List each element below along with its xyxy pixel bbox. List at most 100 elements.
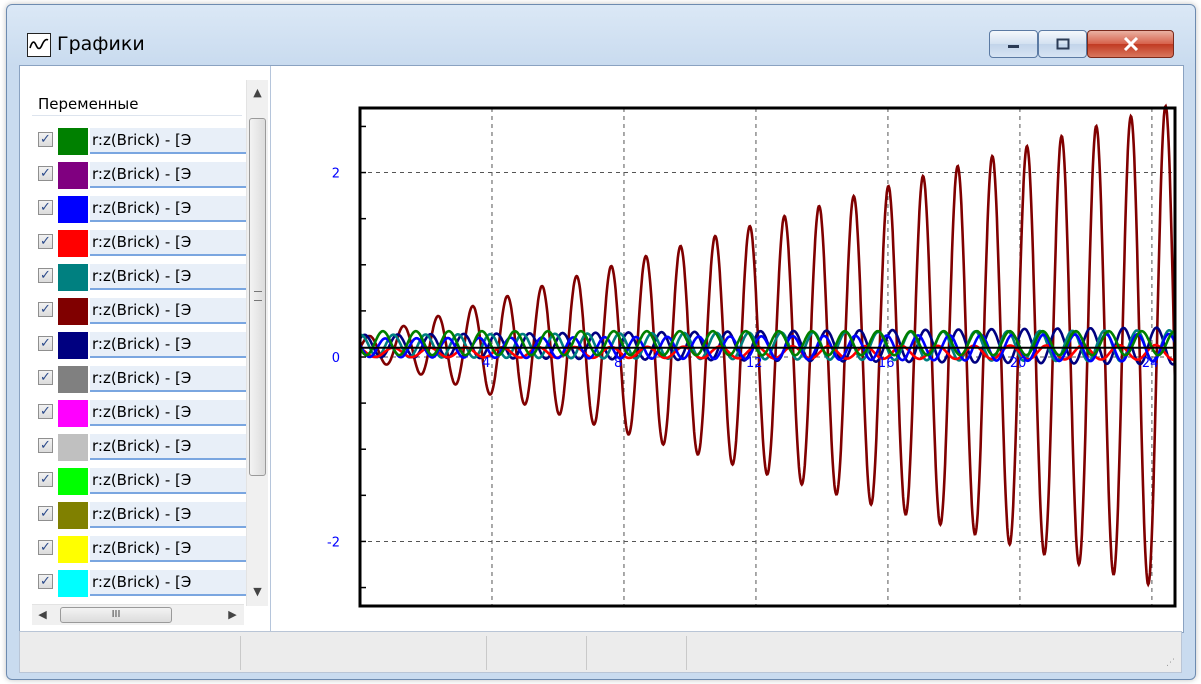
color-swatch xyxy=(58,128,88,155)
variable-checkbox[interactable]: ✓ xyxy=(38,166,53,181)
variable-label[interactable]: r:z(Brick) - [Э xyxy=(90,468,246,494)
variable-label[interactable]: r:z(Brick) - [Э xyxy=(90,434,246,460)
variable-checkbox[interactable]: ✓ xyxy=(38,506,53,521)
color-swatch xyxy=(58,230,88,257)
variable-checkbox[interactable]: ✓ xyxy=(38,370,53,385)
variable-list-item[interactable]: ✓ r:z(Brick) - [Э xyxy=(32,260,246,294)
variable-checkbox[interactable]: ✓ xyxy=(38,132,53,147)
variable-list-item[interactable]: ✓ r:z(Brick) - [Э xyxy=(32,124,246,158)
variable-checkbox[interactable]: ✓ xyxy=(38,404,53,419)
series-line xyxy=(358,332,1177,363)
variable-list-item[interactable]: ✓ r:z(Brick) - [Э xyxy=(32,226,246,260)
variable-list-item[interactable]: ✓ r:z(Brick) - [Э xyxy=(32,362,246,396)
y-tick-label: 0 xyxy=(332,351,340,366)
horizontal-scroll-thumb[interactable]: III xyxy=(60,607,172,623)
variable-label[interactable]: r:z(Brick) - [Э xyxy=(90,196,246,222)
variable-label[interactable]: r:z(Brick) - [Э xyxy=(90,570,246,596)
horizontal-scrollbar[interactable]: ◀ III ▶ xyxy=(32,604,244,625)
close-icon xyxy=(1123,37,1138,51)
variable-label[interactable]: r:z(Brick) - [Э xyxy=(90,162,246,188)
x-tick-label: 24 xyxy=(1142,356,1159,371)
variable-list-item[interactable]: ✓ r:z(Brick) - [Э xyxy=(32,294,246,328)
variable-checkbox[interactable]: ✓ xyxy=(38,438,53,453)
variables-list: ✓ r:z(Brick) - [Э ✓ r:z(Brick) - [Э ✓ r:z(Bri… xyxy=(32,124,246,600)
variable-list-item[interactable]: ✓ r:z(Brick) - [Э xyxy=(32,566,246,600)
vertical-scroll-thumb[interactable] xyxy=(249,118,266,476)
variable-label[interactable]: r:z(Brick) - [Э xyxy=(90,298,246,324)
variables-panel: Переменные ✓ r:z(Brick) - [Э ✓ r:z(Brick) -… xyxy=(20,66,271,632)
variable-checkbox[interactable]: ✓ xyxy=(38,574,53,589)
variable-label[interactable]: r:z(Brick) - [Э xyxy=(90,536,246,562)
restore-icon xyxy=(1056,38,1069,50)
color-swatch xyxy=(58,536,88,563)
variable-label[interactable]: r:z(Brick) - [Э xyxy=(90,128,246,154)
plot-area[interactable]: 4 8 12 16 20 24 2 0 -2 xyxy=(272,66,1182,632)
variables-header[interactable]: Переменные xyxy=(32,92,242,116)
graphs-window: Графики Переменные ✓ r:z(Brick) - [Э ✓ r:z(… xyxy=(6,4,1196,680)
title-bar[interactable]: Графики xyxy=(7,5,1195,67)
variable-label[interactable]: r:z(Brick) - [Э xyxy=(90,264,246,290)
status-bar: ⋰ xyxy=(19,631,1182,673)
status-separator xyxy=(686,636,687,670)
color-swatch xyxy=(58,264,88,291)
variable-label[interactable]: r:z(Brick) - [Э xyxy=(90,502,246,528)
variable-label[interactable]: r:z(Brick) - [Э xyxy=(90,230,246,256)
variable-list-item[interactable]: ✓ r:z(Brick) - [Э xyxy=(32,158,246,192)
color-swatch xyxy=(58,502,88,529)
maximize-button[interactable] xyxy=(1038,30,1087,58)
color-swatch xyxy=(58,366,88,393)
series-line xyxy=(359,328,1177,363)
status-separator xyxy=(486,636,487,670)
color-swatch xyxy=(58,196,88,223)
x-tick-label: 16 xyxy=(878,356,895,371)
variable-checkbox[interactable]: ✓ xyxy=(38,200,53,215)
variable-checkbox[interactable]: ✓ xyxy=(38,336,53,351)
color-swatch xyxy=(58,332,88,359)
grip-icon xyxy=(254,291,262,301)
variable-list-item[interactable]: ✓ r:z(Brick) - [Э xyxy=(32,498,246,532)
variable-checkbox[interactable]: ✓ xyxy=(38,268,53,283)
color-swatch xyxy=(58,570,88,597)
series-line xyxy=(358,329,1175,357)
variable-label[interactable]: r:z(Brick) - [Э xyxy=(90,366,246,392)
y-tick-label: 2 xyxy=(332,167,340,182)
window-client-area: Переменные ✓ r:z(Brick) - [Э ✓ r:z(Brick) -… xyxy=(19,65,1184,633)
variable-list-item[interactable]: ✓ r:z(Brick) - [Э xyxy=(32,328,246,362)
variable-checkbox[interactable]: ✓ xyxy=(38,302,53,317)
scroll-left-icon[interactable]: ◀ xyxy=(38,608,47,621)
scroll-down-icon[interactable]: ▼ xyxy=(253,585,262,598)
variable-list-item[interactable]: ✓ r:z(Brick) - [Э xyxy=(32,464,246,498)
x-tick-label: 20 xyxy=(1010,356,1027,371)
variable-list-item[interactable]: ✓ r:z(Brick) - [Э xyxy=(32,430,246,464)
variable-checkbox[interactable]: ✓ xyxy=(38,540,53,555)
variable-label[interactable]: r:z(Brick) - [Э xyxy=(90,400,246,426)
minimize-button[interactable] xyxy=(989,30,1038,58)
x-tick-label: 4 xyxy=(482,356,490,371)
variable-list-item[interactable]: ✓ r:z(Brick) - [Э xyxy=(32,192,246,226)
plot-frame xyxy=(358,106,1177,608)
variable-checkbox[interactable]: ✓ xyxy=(38,472,53,487)
resize-grip-icon[interactable]: ⋰ xyxy=(1166,658,1175,668)
x-tick-label: 12 xyxy=(746,356,763,371)
chart-window-icon xyxy=(27,33,51,57)
variable-list-item[interactable]: ✓ r:z(Brick) - [Э xyxy=(32,532,246,566)
scroll-up-icon[interactable]: ▲ xyxy=(253,86,262,99)
variable-checkbox[interactable]: ✓ xyxy=(38,234,53,249)
color-swatch xyxy=(58,434,88,461)
vertical-scrollbar[interactable]: ▲ ▼ xyxy=(246,80,268,606)
color-swatch xyxy=(58,162,88,189)
status-separator xyxy=(240,636,241,670)
series-line xyxy=(358,103,1177,588)
color-swatch xyxy=(58,400,88,427)
window-title: Графики xyxy=(57,33,145,55)
status-separator xyxy=(586,636,587,670)
variable-list-item[interactable]: ✓ r:z(Brick) - [Э xyxy=(32,396,246,430)
scroll-right-icon[interactable]: ▶ xyxy=(228,608,237,621)
minimize-icon xyxy=(1007,45,1019,48)
color-swatch xyxy=(58,298,88,325)
close-button[interactable] xyxy=(1087,30,1174,58)
color-swatch xyxy=(58,468,88,495)
variable-label[interactable]: r:z(Brick) - [Э xyxy=(90,332,246,358)
x-tick-label: 8 xyxy=(614,356,622,371)
